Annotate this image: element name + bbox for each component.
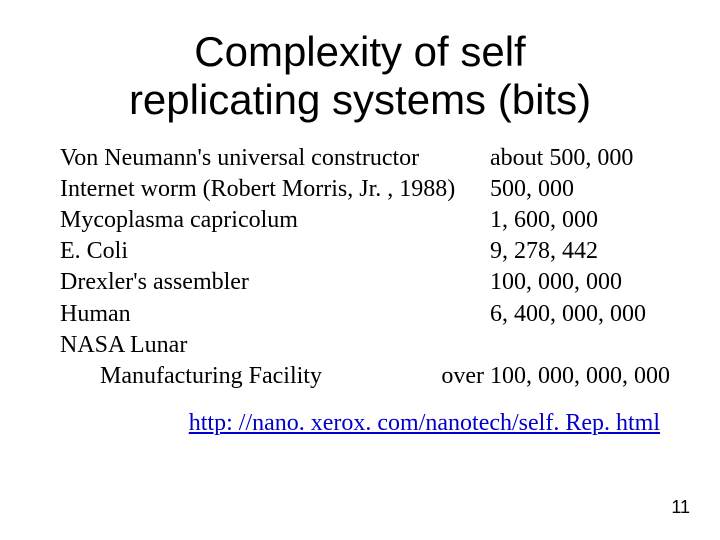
reference-link-container: http: //nano. xerox. com/nanotech/self. …: [0, 392, 720, 437]
data-row: E. Coli 9, 278, 442: [60, 236, 670, 267]
row-label: E. Coli: [60, 236, 490, 267]
row-label: Internet worm (Robert Morris, Jr. , 1988…: [60, 174, 490, 205]
page-number: 11: [671, 497, 690, 518]
row-value: 6, 400, 000, 000: [490, 299, 670, 330]
slide-title: Complexity of self replicating systems (…: [0, 0, 720, 143]
nasa-line-2-label: Manufacturing Facility: [60, 361, 420, 392]
row-value: 100, 000, 000: [490, 267, 670, 298]
data-row: Internet worm (Robert Morris, Jr. , 1988…: [60, 174, 670, 205]
row-value: 500, 000: [490, 174, 670, 205]
data-row: Human 6, 400, 000, 000: [60, 299, 670, 330]
title-line-2: replicating systems (bits): [129, 76, 591, 123]
row-label: Von Neumann's universal constructor: [60, 143, 490, 174]
row-label: Mycoplasma capricolum: [60, 205, 490, 236]
nasa-value: over 100, 000, 000, 000: [420, 361, 670, 392]
title-line-1: Complexity of self: [194, 28, 525, 75]
row-value: about 500, 000: [490, 143, 670, 174]
row-label: Drexler's assembler: [60, 267, 490, 298]
data-row: Von Neumann's universal constructor abou…: [60, 143, 670, 174]
row-label: Human: [60, 299, 490, 330]
data-row: Manufacturing Facility over 100, 000, 00…: [60, 361, 670, 392]
data-row: Drexler's assembler 100, 000, 000: [60, 267, 670, 298]
slide: Complexity of self replicating systems (…: [0, 0, 720, 540]
data-row: Mycoplasma capricolum 1, 600, 000: [60, 205, 670, 236]
row-value: 9, 278, 442: [490, 236, 670, 267]
nasa-line-1: NASA Lunar: [60, 330, 670, 361]
slide-body: Von Neumann's universal constructor abou…: [0, 143, 720, 393]
reference-link[interactable]: http: //nano. xerox. com/nanotech/self. …: [189, 410, 660, 436]
row-value: 1, 600, 000: [490, 205, 670, 236]
